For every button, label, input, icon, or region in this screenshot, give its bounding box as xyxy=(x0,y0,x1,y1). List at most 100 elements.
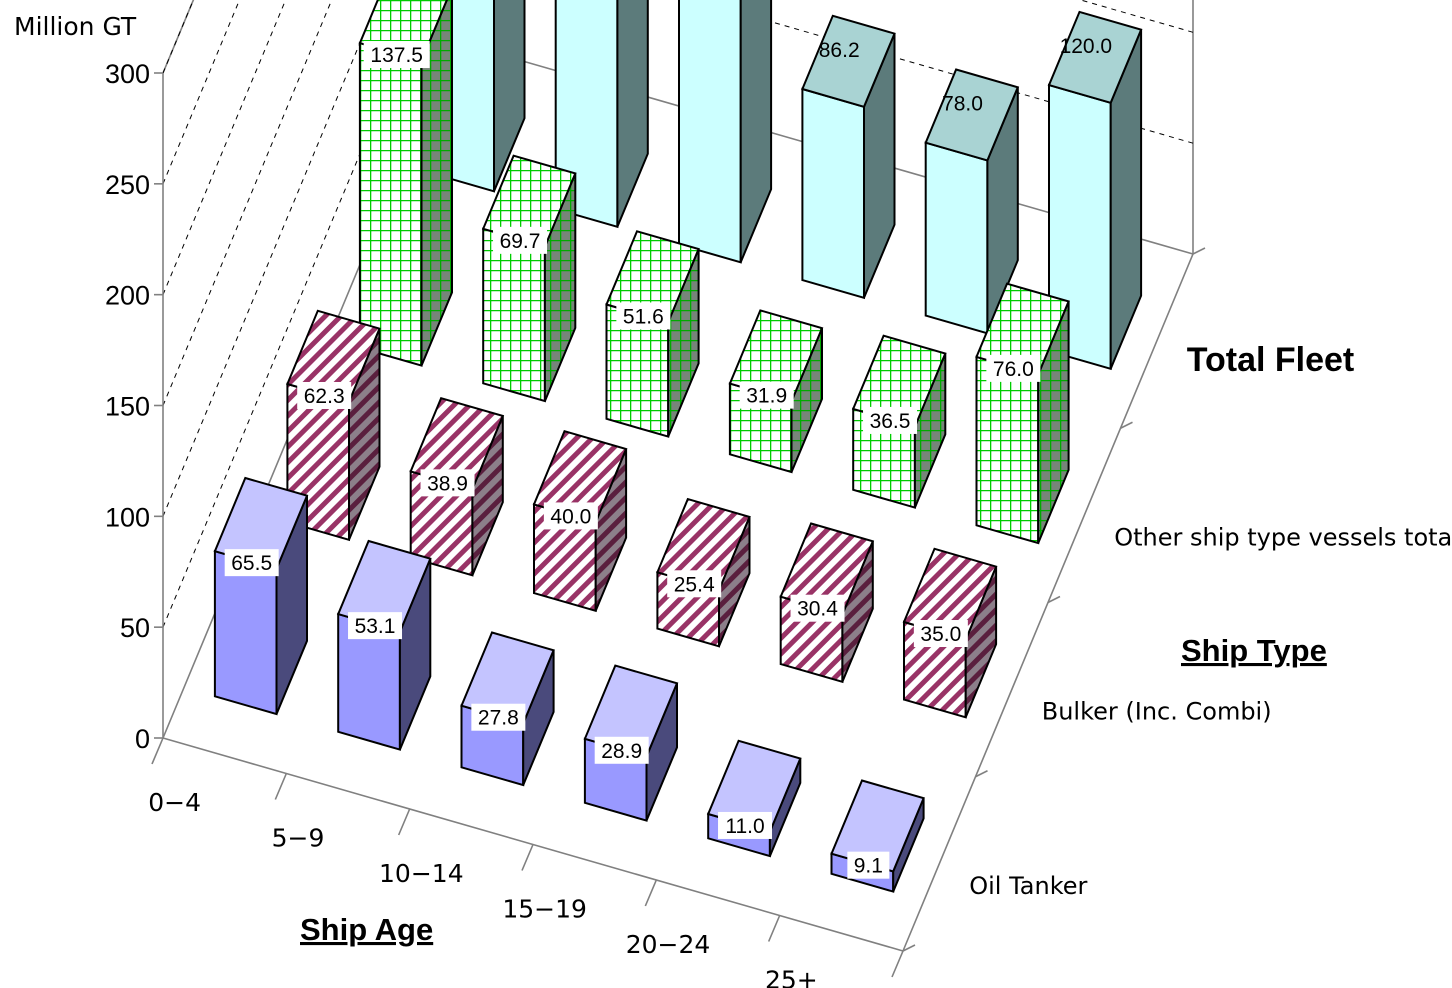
bar-3-1 xyxy=(554,0,649,229)
data-label: 38.9 xyxy=(427,472,468,495)
data-label: 51.6 xyxy=(623,305,664,328)
bar-top xyxy=(1047,10,1143,105)
gridlines xyxy=(162,0,1194,628)
bar-2-0 xyxy=(358,0,453,367)
data-label-bg xyxy=(594,736,649,764)
gridline xyxy=(162,0,1194,628)
data-label-bg xyxy=(363,41,430,69)
data-label: 120.0 xyxy=(1060,35,1113,58)
axes xyxy=(151,72,1206,978)
data-label-bg xyxy=(616,302,671,330)
x-axis-title: Ship Age xyxy=(300,912,433,947)
bar-0-5 xyxy=(830,779,925,893)
depth-tick-mark xyxy=(1192,247,1206,255)
bar-top xyxy=(801,14,896,109)
bar-top xyxy=(924,68,1020,162)
bar-side xyxy=(420,0,453,366)
x-tick-mark xyxy=(891,950,904,978)
data-label: 11.0 xyxy=(725,815,764,838)
y-tick-label: 300 xyxy=(105,59,150,89)
x-tick-mark xyxy=(521,844,534,871)
bar-3-5 xyxy=(1047,10,1143,371)
data-label: 69.7 xyxy=(500,230,541,253)
series-label: Other ship type vessels total xyxy=(1114,523,1452,551)
data-label: 27.8 xyxy=(478,707,519,730)
x-tick-mark xyxy=(274,773,288,800)
y-tick-label: 0 xyxy=(135,724,150,754)
bar-0-2 xyxy=(460,631,555,787)
data-label-bg xyxy=(667,570,722,598)
bar-2-5 xyxy=(975,282,1070,545)
category-label: 20−24 xyxy=(626,930,711,959)
data-label-bg xyxy=(718,811,773,839)
y-tick-labels: 0 50 100 150 200 250 300 xyxy=(105,59,150,754)
data-label-bg xyxy=(847,851,890,879)
bar-front xyxy=(801,87,865,300)
depth-tick-mark xyxy=(975,770,988,778)
bar-side xyxy=(493,0,526,192)
bar-0-0 xyxy=(213,476,309,716)
bar-3-3 xyxy=(801,14,896,300)
series-label: Oil Tanker xyxy=(969,872,1087,900)
depth-tick-mark xyxy=(1120,421,1133,429)
y-tick-label: 200 xyxy=(105,281,150,311)
data-label: 137.5 xyxy=(370,44,423,67)
x-tick-mark xyxy=(397,808,411,836)
data-label-bg xyxy=(913,620,968,648)
data-label: 30.4 xyxy=(797,598,838,621)
bar-front xyxy=(482,227,546,403)
data-label: 76.0 xyxy=(993,358,1034,381)
bar-3-2 xyxy=(678,0,773,264)
bar-3-4 xyxy=(924,68,1020,335)
series-label: Bulker (Inc. Combi) xyxy=(1042,698,1272,726)
data-label-bg xyxy=(493,226,548,254)
gridline xyxy=(162,0,287,295)
x-tick-mark xyxy=(151,737,164,765)
bar-1-1 xyxy=(409,396,505,577)
bar-2-1 xyxy=(481,154,577,403)
data-label: 78.0 xyxy=(942,93,983,116)
y-tick-label: 150 xyxy=(105,392,150,422)
series-labels: Oil Tanker Bulker (Inc. Combi) Other ship … xyxy=(969,341,1452,900)
category-label: 5−9 xyxy=(272,823,325,852)
category-label: 15−19 xyxy=(502,894,587,923)
data-label: 36.5 xyxy=(870,410,911,433)
data-label-bg xyxy=(471,703,526,731)
data-label-bg xyxy=(986,354,1041,382)
bar-2-2 xyxy=(605,230,700,438)
data-label: 86.2 xyxy=(819,39,860,62)
bar-front xyxy=(975,355,1040,545)
data-label: 35.0 xyxy=(920,623,961,646)
y-tick-label: 250 xyxy=(105,170,150,200)
bar-front xyxy=(358,41,423,367)
bar-front xyxy=(678,0,742,264)
data-label: 9.1 xyxy=(854,855,883,878)
data-label-bg xyxy=(224,549,279,577)
data-label-bg xyxy=(348,612,403,640)
data-label: 31.9 xyxy=(746,385,787,408)
data-labels: 265.4161.8119.486.278.0120.0137.569.751.… xyxy=(224,35,1113,879)
data-label: 53.1 xyxy=(355,615,396,638)
data-label: 40.0 xyxy=(550,505,591,528)
category-labels: 0−4 5−9 10−14 15−19 20−24 25+ xyxy=(148,788,817,988)
data-label: 28.9 xyxy=(601,740,642,763)
bar-side xyxy=(616,0,649,228)
bar-2-3 xyxy=(728,309,824,474)
category-label: 10−14 xyxy=(379,859,464,888)
bar-0-1 xyxy=(336,539,432,751)
data-label-bg xyxy=(790,594,845,622)
bars xyxy=(213,0,1143,893)
y-tick-label: 100 xyxy=(105,502,150,532)
data-label-bg xyxy=(420,469,475,497)
series-label: Total Fleet xyxy=(1187,341,1355,379)
depth-tick-mark xyxy=(902,944,916,952)
data-label: 65.5 xyxy=(231,552,272,575)
bar-front xyxy=(554,0,619,229)
bar-side xyxy=(739,0,773,263)
y-axis-unit: Million GT xyxy=(14,12,137,41)
x-tick-mark xyxy=(767,915,781,942)
bar-front xyxy=(924,141,989,335)
category-label: 25+ xyxy=(765,965,818,988)
data-label: 25.4 xyxy=(674,573,715,596)
y-tick-label: 50 xyxy=(120,613,150,643)
